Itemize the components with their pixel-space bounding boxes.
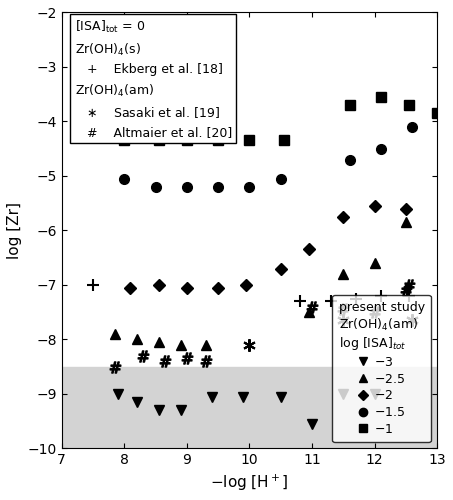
Y-axis label: log [Zr]: log [Zr] bbox=[7, 202, 22, 259]
Bar bbox=[62, 366, 437, 448]
X-axis label: $-$log [H$^+$]: $-$log [H$^+$] bbox=[210, 473, 289, 493]
Legend: $-3$, $-2.5$, $-2$, $-1.5$, $-1$: $-3$, $-2.5$, $-2$, $-1.5$, $-1$ bbox=[333, 295, 431, 442]
Text: [ISA]$_\mathregular{tot}$ = 0
Zr(OH)$_4$(s)
   +    Ekberg et al. [18]
Zr(OH)$_4: [ISA]$_\mathregular{tot}$ = 0 Zr(OH)$_4$… bbox=[75, 19, 232, 139]
